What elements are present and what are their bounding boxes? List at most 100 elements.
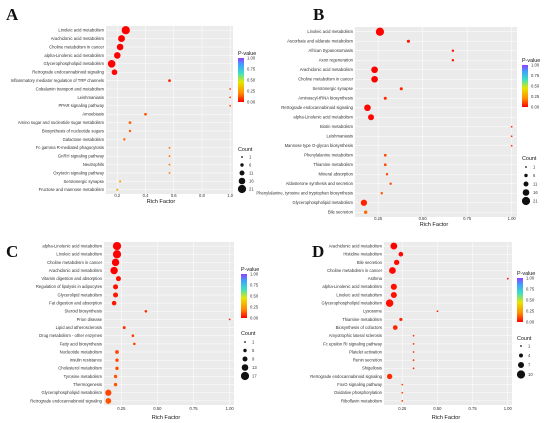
count-legend-dot (237, 184, 247, 194)
data-point (168, 163, 171, 166)
panel-b: B Rich Factor P-value Count 0.25 0.50 0.75… (256, 5, 540, 228)
y-tick-label: alpha-Linolenic acid metabolism (44, 53, 104, 58)
pvalue-legend-label: 0.25 (531, 94, 540, 99)
data-point (105, 398, 112, 404)
y-tick-label: Cholesterol metabolism (58, 366, 102, 371)
count-legend-dot (516, 370, 526, 379)
x-tick-label: 0.75 (189, 406, 198, 411)
count-legend-dot (243, 348, 247, 353)
y-tick-label: Fatty acid biosynthesis (60, 341, 102, 346)
data-point (105, 389, 112, 396)
data-point (383, 163, 387, 167)
data-point (116, 188, 119, 191)
data-point (390, 242, 398, 250)
y-tick-label: Arachidonic acid metabolism (329, 243, 383, 248)
y-tick-label: Histidine metabolism (343, 252, 382, 257)
data-point (389, 267, 396, 274)
data-point (168, 146, 171, 149)
count-legend-label: 21 (533, 199, 538, 204)
data-point (107, 60, 116, 68)
y-tick-label: Neutrophils (83, 162, 104, 167)
data-point (121, 26, 130, 35)
pvalue-legend-label: 0.50 (247, 78, 256, 83)
count-legend-dot (517, 361, 525, 369)
data-point (144, 112, 147, 116)
panel-c: C Rich Factor P-value Count 0.25 0.50 0.75… (6, 241, 259, 421)
count-legend-dot (244, 341, 246, 343)
data-point (385, 173, 389, 176)
y-tick-label: Cobalamin transport and metabolism (36, 86, 105, 91)
count-legend-title: Count (238, 147, 253, 153)
count-legend-label: 10 (528, 372, 533, 377)
panel-letter: A (6, 5, 19, 24)
data-point (368, 114, 375, 121)
count-legend-label: 13 (252, 365, 257, 370)
x-axis-title: Rich Factor (147, 199, 176, 205)
y-tick-label: Steroid biosynthesis (65, 309, 102, 314)
panel-d: D Rich Factor P-value Count 0.25 0.50 0.75… (310, 242, 535, 421)
data-point (398, 251, 404, 257)
data-point (228, 318, 231, 321)
data-point (119, 180, 122, 183)
y-tick-label: Choline metabolism in cancer (298, 77, 354, 82)
pvalue-legend-label: 0.75 (526, 287, 535, 292)
x-axis-title: Rich Factor (152, 415, 181, 421)
data-point (113, 284, 119, 290)
count-legend-dot (241, 156, 243, 158)
count-legend-label: 5 (252, 348, 255, 353)
data-point (385, 299, 394, 307)
plot-background (106, 26, 233, 194)
x-tick-label: 0.8 (199, 193, 205, 198)
data-point (412, 334, 415, 337)
pvalue-colorbar (238, 58, 244, 102)
x-tick-label: 0.50 (419, 216, 428, 221)
y-tick-label: Choline metabolism in cancer (49, 44, 105, 49)
count-legend-label: 1 (528, 344, 531, 349)
count-legend-label: 17 (252, 374, 257, 379)
pvalue-colorbar (522, 65, 528, 107)
y-tick-label: Arachidonic acid metabolism (51, 36, 105, 41)
count-legend-label: 1 (249, 155, 252, 160)
x-axis-title: Rich Factor (420, 222, 449, 228)
data-point (399, 317, 403, 322)
count-legend-label: 1 (533, 165, 536, 170)
x-tick-label: 0.50 (433, 406, 442, 411)
count-legend-dot (522, 189, 530, 196)
data-point (392, 325, 398, 330)
x-axis-title: Rich Factor (432, 415, 461, 421)
data-point (123, 138, 126, 141)
y-tick-label: Shigellosis (362, 366, 382, 371)
count-legend-dot (520, 345, 522, 347)
pvalue-legend-title: P-value (522, 58, 540, 64)
data-point (451, 59, 455, 62)
y-tick-label: Serotonergic synapse (63, 179, 104, 184)
y-tick-label: Bile secretion (328, 210, 354, 215)
y-tick-label: Thermogenesis (73, 382, 102, 387)
data-point (112, 250, 122, 259)
data-point (168, 155, 171, 158)
data-point (389, 182, 392, 185)
y-tick-label: Linoleic acid metabolism (58, 28, 104, 33)
y-tick-label: Biosynthesis of cofactors (336, 325, 382, 330)
y-tick-label: Axon regeneration (319, 58, 354, 63)
count-legend-dot (524, 173, 528, 178)
y-tick-label: Glycerophospholipid metabolism (321, 301, 382, 306)
data-point (383, 153, 387, 157)
data-point (113, 382, 118, 387)
pvalue-legend-title: P-value (517, 271, 535, 277)
y-tick-label: Glycerophospholipid metabolism (41, 390, 102, 395)
y-tick-label: Aminoacyl-tRNA biosynthesis (298, 96, 353, 101)
y-tick-label: African trypanosomiasis (309, 48, 353, 53)
data-point (412, 342, 415, 345)
count-legend-label: 7 (528, 363, 531, 368)
data-point (128, 121, 132, 124)
pvalue-legend-label: 0.50 (531, 84, 540, 89)
data-point (510, 144, 513, 147)
x-tick-label: 1.00 (508, 216, 517, 221)
y-tick-label: Arachidonic acid metabolism (300, 67, 354, 72)
count-legend-label: 11 (249, 171, 254, 176)
y-tick-label: Amyotrophic lateral sclerosis (329, 333, 382, 338)
x-tick-label: 0.25 (117, 406, 126, 411)
y-tick-label: Galactose metabolism (63, 137, 105, 142)
